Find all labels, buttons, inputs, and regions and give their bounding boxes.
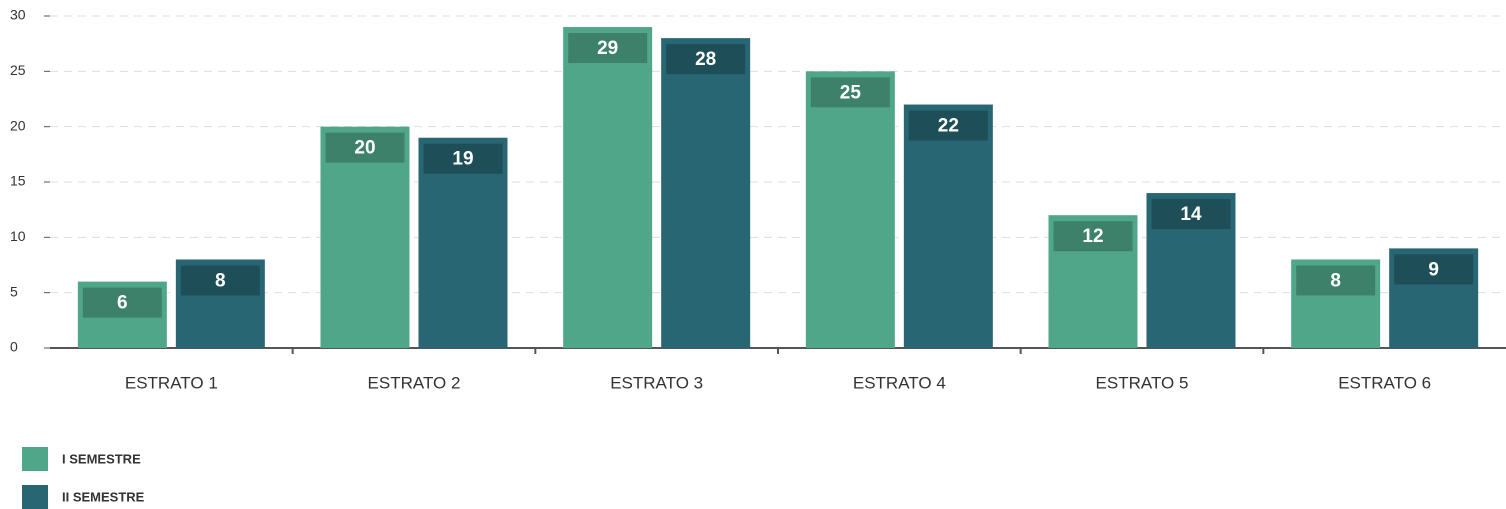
bar — [175, 259, 265, 348]
value-label-box — [423, 143, 503, 174]
value-label: 8 — [1330, 270, 1341, 291]
value-label-box — [908, 110, 988, 141]
value-label-box — [180, 265, 260, 296]
y-tick-label: 30 — [10, 7, 26, 23]
value-label: 25 — [840, 82, 862, 103]
y-tick-label: 20 — [10, 117, 26, 133]
value-label: 14 — [1180, 204, 1202, 225]
bar — [320, 126, 410, 349]
bar — [903, 104, 993, 349]
value-label-box — [568, 33, 648, 64]
legend-label: I SEMESTRE — [62, 451, 141, 466]
bar — [77, 281, 167, 348]
y-tick-label: 5 — [10, 283, 18, 299]
bar — [1389, 248, 1479, 348]
bar — [1048, 215, 1138, 348]
bar — [1146, 193, 1236, 348]
x-tick-label: ESTRATO 4 — [853, 373, 946, 392]
value-label: 22 — [938, 116, 959, 137]
value-label: 6 — [117, 293, 128, 314]
bar — [563, 27, 653, 349]
value-label-box — [325, 132, 405, 163]
value-label-box — [666, 44, 746, 75]
x-tick-label: ESTRATO 1 — [125, 373, 218, 392]
legend-swatch — [22, 485, 48, 509]
value-label: 8 — [215, 270, 226, 291]
value-label: 12 — [1082, 226, 1103, 247]
value-label-box — [810, 77, 890, 108]
y-tick-label: 15 — [10, 173, 26, 189]
value-label-box — [1296, 265, 1376, 296]
value-label: 20 — [354, 138, 375, 159]
bar — [661, 38, 751, 349]
bar — [418, 137, 508, 348]
value-label: 9 — [1428, 259, 1439, 280]
value-label: 28 — [695, 49, 716, 70]
x-tick-label: ESTRATO 2 — [368, 373, 461, 392]
value-label-box — [1053, 221, 1133, 252]
y-tick-label: 10 — [10, 228, 26, 244]
x-tick-label: ESTRATO 6 — [1338, 373, 1431, 392]
x-tick-label: ESTRATO 3 — [610, 373, 703, 392]
y-tick-label: 0 — [10, 339, 18, 355]
bar — [1291, 259, 1381, 348]
legend-swatch — [22, 447, 48, 471]
x-tick-label: ESTRATO 5 — [1096, 373, 1189, 392]
value-label: 29 — [597, 38, 618, 59]
value-label-box — [82, 287, 162, 318]
value-label: 19 — [452, 149, 473, 170]
legend-label: II SEMESTRE — [62, 489, 145, 504]
y-tick-label: 25 — [10, 62, 26, 78]
value-label-box — [1151, 199, 1231, 230]
bar — [805, 71, 895, 348]
value-label-box — [1394, 254, 1474, 285]
